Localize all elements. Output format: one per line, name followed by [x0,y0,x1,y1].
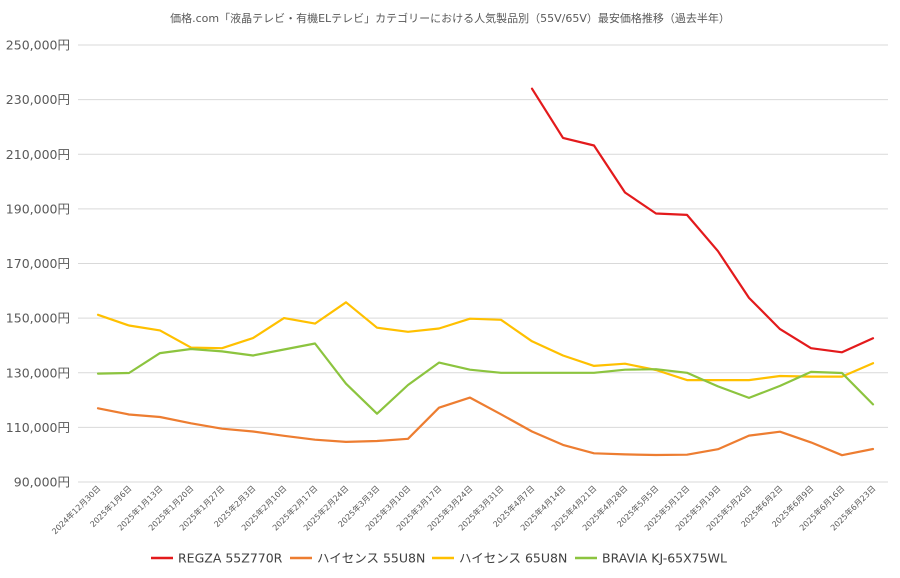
legend-label: ハイセンス 55U8N [317,551,425,566]
y-tick-label: 110,000円 [6,420,70,435]
y-tick-label: 150,000円 [6,311,70,326]
series-line-3 [96,342,875,415]
series-line-2 [96,301,875,382]
y-tick-label: 250,000円 [6,38,70,53]
series-line-0 [530,87,875,354]
y-axis-ticks: 90,000円 110,000円 130,000円 150,000円 170,000円 1… [6,38,70,490]
y-tick-label: 210,000円 [6,147,70,162]
y-tick-label: 90,000円 [14,475,70,490]
gridlines [78,44,888,483]
chart-title: 価格.com「液晶テレビ・有機ELテレビ」カテゴリーにおける人気製品別（55V/… [170,11,730,25]
y-tick-label: 130,000円 [6,365,70,380]
series-line-1 [96,396,875,457]
legend-label: ハイセンス 65U8N [459,551,567,566]
legend: REGZA 55Z770R ハイセンス 55U8N ハイセンス 65U8N BRAVI… [151,551,727,566]
y-tick-label: 230,000円 [6,92,70,107]
legend-label: REGZA 55Z770R [178,551,283,566]
series-lines [96,87,875,457]
y-tick-label: 170,000円 [6,256,70,271]
legend-label: BRAVIA KJ-65X75WL [602,551,727,566]
y-tick-label: 190,000円 [6,201,70,216]
x-axis-ticks: 2024年12月30日2025年1月6日2025年1月13日2025年1月20日… [50,483,878,536]
